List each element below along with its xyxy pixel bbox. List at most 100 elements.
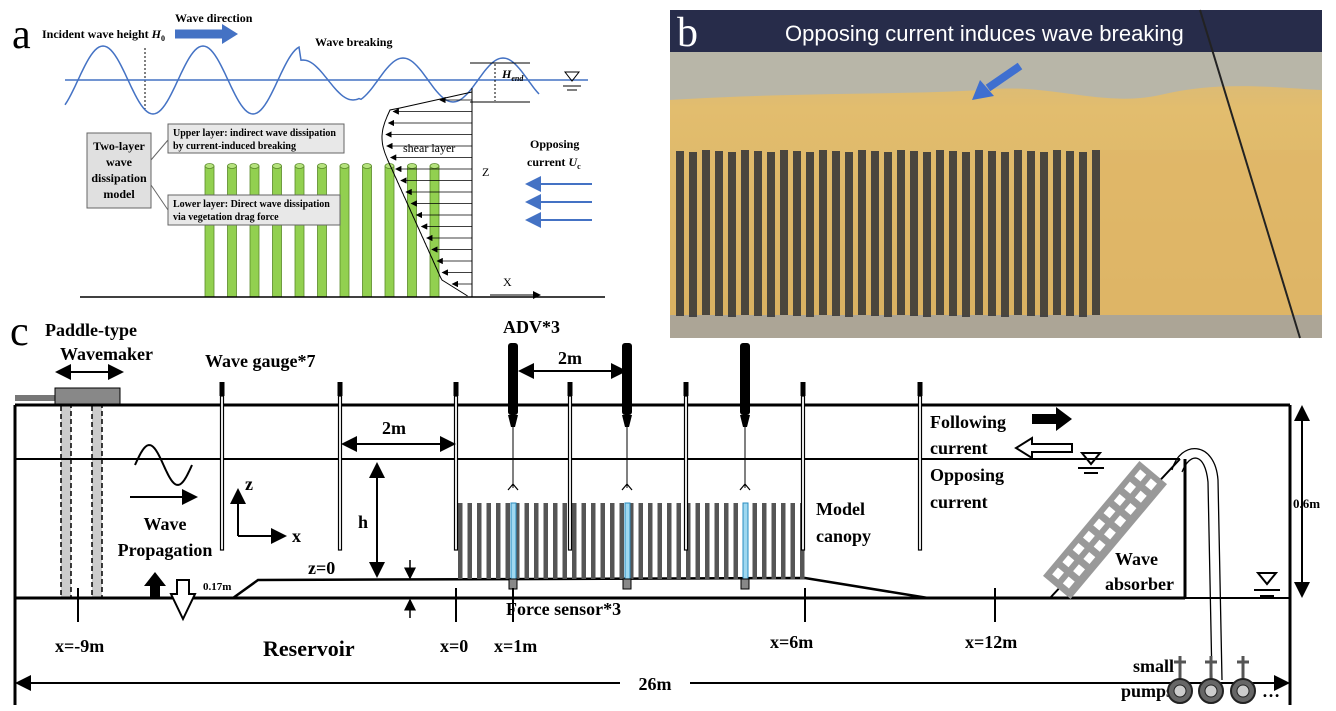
propagation-line: Propagation bbox=[118, 540, 213, 560]
water-symbol bbox=[1254, 573, 1280, 596]
wavemaker-arm bbox=[15, 395, 57, 401]
paddle bbox=[61, 405, 71, 598]
absorber-line: absorber bbox=[1105, 574, 1174, 594]
photo-stem bbox=[715, 151, 723, 316]
stem-top bbox=[205, 164, 214, 169]
incident-label: Incident wave height H0 bbox=[42, 27, 165, 43]
photo-stem bbox=[845, 152, 853, 317]
canopy-stem bbox=[506, 503, 511, 579]
model-line: dissipation bbox=[91, 171, 147, 185]
photo-stem bbox=[1092, 150, 1100, 315]
opposing-line: Opposing bbox=[530, 137, 579, 151]
photo-stem bbox=[1053, 150, 1061, 315]
stem bbox=[205, 166, 214, 297]
position-label: x=1m bbox=[494, 636, 537, 656]
stem bbox=[340, 166, 349, 297]
canopy-stem bbox=[458, 503, 463, 579]
propagation-line: Wave bbox=[144, 514, 187, 534]
canopy-stem bbox=[753, 503, 758, 579]
upper-line: Upper layer: indirect wave dissipation bbox=[173, 128, 336, 139]
adv-probes bbox=[508, 343, 750, 490]
opposing-line: current bbox=[930, 492, 988, 512]
photo-stem bbox=[858, 150, 866, 315]
photo-stem bbox=[936, 150, 944, 315]
canopy-line: Model bbox=[816, 499, 865, 519]
canopy-stem bbox=[762, 503, 767, 579]
water-symbol bbox=[1078, 453, 1104, 473]
photo-stem bbox=[767, 152, 775, 317]
photo-stem bbox=[780, 150, 788, 315]
stem bbox=[385, 166, 394, 297]
adv-body bbox=[740, 343, 750, 415]
length-label: 26m bbox=[639, 674, 672, 694]
position-label: x=0 bbox=[440, 636, 468, 656]
velocity-arrows bbox=[386, 100, 472, 284]
gauge-head bbox=[568, 382, 573, 396]
sensor-stem bbox=[511, 503, 516, 579]
gauge-rod bbox=[919, 396, 922, 550]
canopy-stem bbox=[715, 503, 720, 579]
stem-top bbox=[228, 164, 237, 169]
canopy-stem bbox=[477, 503, 482, 579]
stem-top bbox=[273, 164, 282, 169]
force-sensor bbox=[623, 579, 631, 589]
panel-label: a bbox=[12, 12, 31, 58]
paddle bbox=[92, 405, 102, 598]
canopy-stem bbox=[544, 503, 549, 579]
adv-spacing-label: 2m bbox=[558, 348, 582, 368]
model-line: Two-layer bbox=[93, 139, 145, 153]
stem bbox=[363, 166, 372, 297]
gauge-head bbox=[454, 382, 459, 396]
connector bbox=[151, 185, 168, 210]
photo-stem bbox=[793, 151, 801, 316]
force-sensor bbox=[741, 579, 749, 589]
canopy-stem bbox=[781, 503, 786, 579]
stem bbox=[228, 166, 237, 297]
stem bbox=[408, 166, 417, 297]
stem bbox=[318, 166, 327, 297]
gauge-head bbox=[801, 382, 806, 396]
canopy-stem bbox=[563, 503, 568, 579]
tank-wall bbox=[1100, 150, 1322, 320]
adv-tip bbox=[622, 415, 632, 427]
wavemaker-line: Paddle-type bbox=[45, 320, 137, 340]
photo-stem bbox=[819, 150, 827, 315]
position-label: x=-9m bbox=[55, 636, 104, 656]
photo-stem bbox=[910, 151, 918, 316]
force-sensor-label: Force sensor*3 bbox=[506, 599, 621, 619]
wave-gauge-label: Wave gauge*7 bbox=[205, 351, 316, 371]
lower-line: via vegetation drag force bbox=[173, 212, 279, 223]
reservoir-label: Reservoir bbox=[263, 636, 355, 661]
photo-stem bbox=[962, 152, 970, 317]
model-line: wave bbox=[106, 155, 133, 169]
stem-top bbox=[250, 164, 259, 169]
lower-line: Lower layer: Direct wave dissipation bbox=[173, 199, 330, 210]
stem bbox=[295, 166, 304, 297]
direction-arrowhead bbox=[222, 24, 238, 44]
opposing-line: current Uc bbox=[527, 155, 581, 171]
sensor-stem bbox=[625, 503, 630, 579]
stem-top bbox=[408, 164, 417, 169]
z-label: z bbox=[245, 474, 253, 494]
slope bbox=[233, 578, 928, 598]
canopy-stem bbox=[639, 503, 644, 579]
gauge-rod bbox=[221, 396, 224, 550]
canopy-stem bbox=[791, 503, 796, 579]
photo-stem bbox=[988, 151, 996, 316]
canopy-stem bbox=[696, 503, 701, 579]
pump-core bbox=[1237, 685, 1249, 697]
step-label: 0.17m bbox=[203, 581, 231, 593]
shear-layer: shear layer bbox=[403, 141, 455, 155]
position-label: x=6m bbox=[770, 632, 813, 652]
photo-stem bbox=[884, 152, 892, 317]
stem-top bbox=[340, 164, 349, 169]
photo-caption: Opposing current induces wave breaking bbox=[785, 21, 1184, 46]
photo-stem bbox=[1040, 152, 1048, 317]
photo-stem bbox=[702, 150, 710, 315]
ellipsis: … bbox=[1262, 681, 1280, 701]
position-label: x=12m bbox=[965, 632, 1017, 652]
photo-stem bbox=[949, 151, 957, 316]
pump-core bbox=[1174, 685, 1186, 697]
canopy-stem bbox=[667, 503, 672, 579]
adv-tip bbox=[740, 415, 750, 427]
